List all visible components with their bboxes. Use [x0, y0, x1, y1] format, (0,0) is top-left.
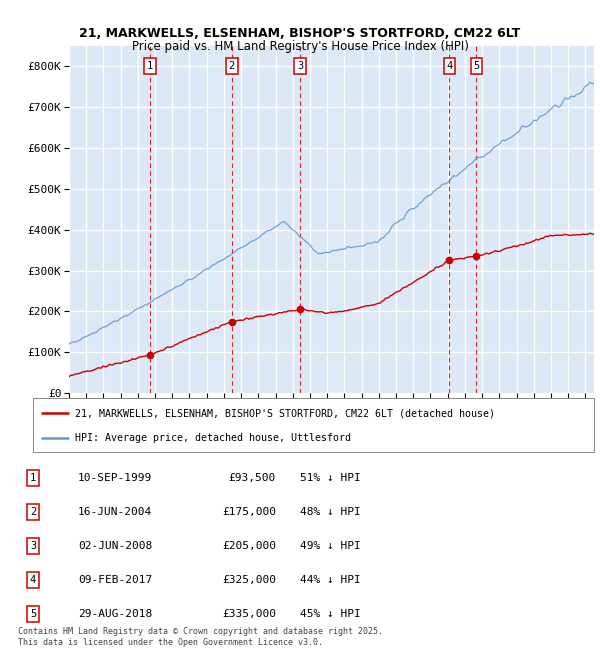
Text: 1: 1 [30, 473, 36, 484]
Text: 4: 4 [446, 61, 452, 71]
Text: HPI: Average price, detached house, Uttlesford: HPI: Average price, detached house, Uttl… [75, 434, 351, 443]
Text: 1: 1 [147, 61, 153, 71]
Text: 2: 2 [30, 507, 36, 517]
Text: 4: 4 [30, 575, 36, 585]
Text: £175,000: £175,000 [222, 507, 276, 517]
Text: £93,500: £93,500 [229, 473, 276, 484]
Text: 51% ↓ HPI: 51% ↓ HPI [300, 473, 361, 484]
Text: Contains HM Land Registry data © Crown copyright and database right 2025.
This d: Contains HM Land Registry data © Crown c… [18, 627, 383, 647]
Text: 3: 3 [30, 541, 36, 551]
Text: 5: 5 [473, 61, 479, 71]
Text: 45% ↓ HPI: 45% ↓ HPI [300, 608, 361, 619]
Text: £325,000: £325,000 [222, 575, 276, 585]
Text: 48% ↓ HPI: 48% ↓ HPI [300, 507, 361, 517]
Text: 44% ↓ HPI: 44% ↓ HPI [300, 575, 361, 585]
Text: 02-JUN-2008: 02-JUN-2008 [78, 541, 152, 551]
Text: 29-AUG-2018: 29-AUG-2018 [78, 608, 152, 619]
Text: £205,000: £205,000 [222, 541, 276, 551]
Text: 21, MARKWELLS, ELSENHAM, BISHOP'S STORTFORD, CM22 6LT: 21, MARKWELLS, ELSENHAM, BISHOP'S STORTF… [79, 27, 521, 40]
Text: 49% ↓ HPI: 49% ↓ HPI [300, 541, 361, 551]
Text: 2: 2 [229, 61, 235, 71]
Text: 3: 3 [297, 61, 303, 71]
Text: 16-JUN-2004: 16-JUN-2004 [78, 507, 152, 517]
Text: 10-SEP-1999: 10-SEP-1999 [78, 473, 152, 484]
Text: 21, MARKWELLS, ELSENHAM, BISHOP'S STORTFORD, CM22 6LT (detached house): 21, MARKWELLS, ELSENHAM, BISHOP'S STORTF… [75, 408, 495, 419]
Text: 09-FEB-2017: 09-FEB-2017 [78, 575, 152, 585]
Text: £335,000: £335,000 [222, 608, 276, 619]
Text: Price paid vs. HM Land Registry's House Price Index (HPI): Price paid vs. HM Land Registry's House … [131, 40, 469, 53]
Text: 5: 5 [30, 608, 36, 619]
